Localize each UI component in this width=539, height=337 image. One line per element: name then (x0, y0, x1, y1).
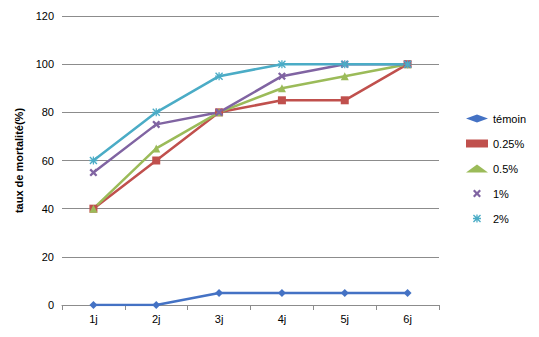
svg-text:60: 60 (42, 155, 54, 167)
svg-text:1j: 1j (89, 313, 98, 325)
svg-text:3j: 3j (215, 313, 224, 325)
svg-text:0.25%: 0.25% (493, 138, 524, 150)
svg-text:20: 20 (42, 251, 54, 263)
svg-text:1%: 1% (493, 188, 509, 200)
svg-text:0: 0 (48, 299, 54, 311)
svg-text:80: 80 (42, 106, 54, 118)
svg-text:6j: 6j (403, 313, 412, 325)
svg-text:2j: 2j (152, 313, 161, 325)
svg-text:40: 40 (42, 203, 54, 215)
svg-text:4j: 4j (278, 313, 287, 325)
svg-text:0.5%: 0.5% (493, 163, 518, 175)
svg-text:100: 100 (36, 58, 54, 70)
svg-text:120: 120 (36, 10, 54, 22)
svg-text:2%: 2% (493, 213, 509, 225)
svg-text:taux de mortalité(%): taux de mortalité(%) (13, 108, 25, 213)
svg-text:5j: 5j (340, 313, 349, 325)
svg-text:témoin: témoin (493, 113, 526, 125)
